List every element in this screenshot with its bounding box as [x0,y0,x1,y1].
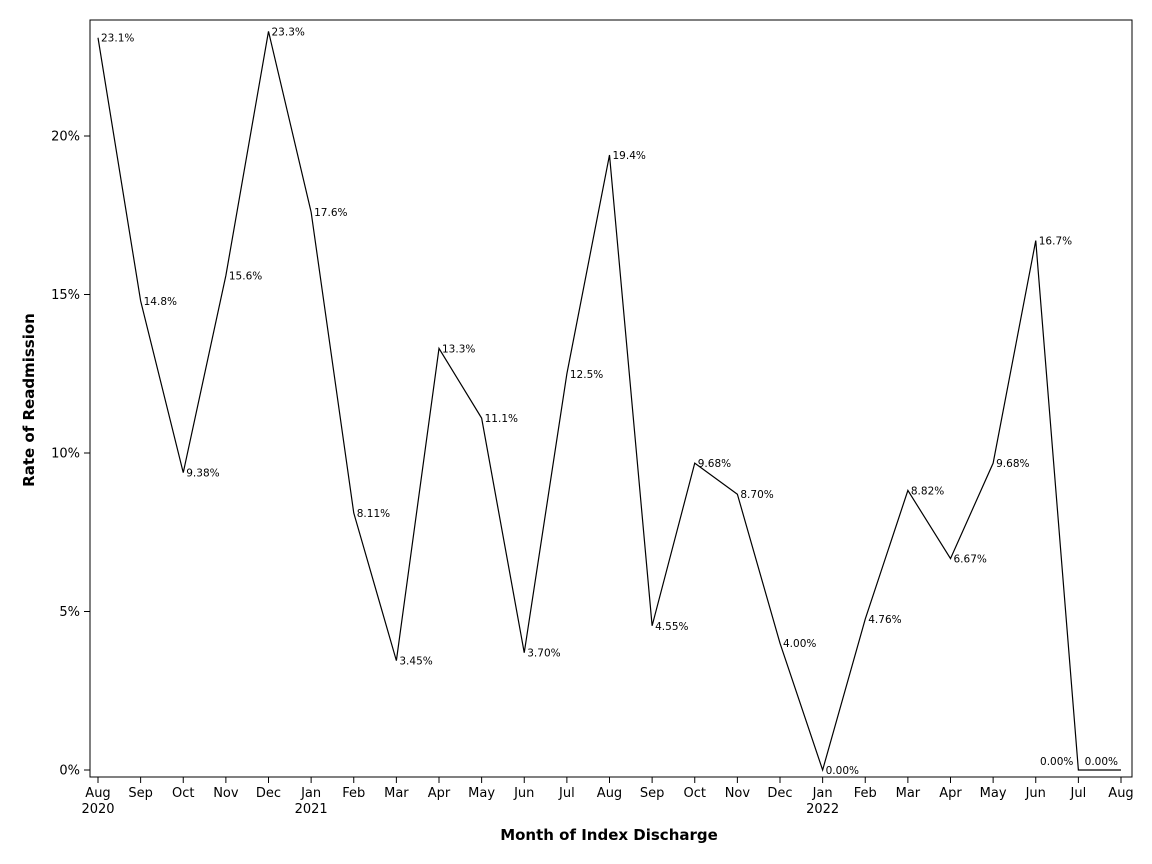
x-axis: Aug Sep Oct Nov Dec Jan Feb Mar Apr May Jun Jul Aug S… [81,777,1134,817]
data-label: 9.68% [996,458,1029,470]
y-axis: 0% 5% 10% 15% 20% [51,130,90,779]
data-label: 14.8% [144,296,177,308]
y-tick-label: 0% [59,764,80,779]
x-tick-label: Nov [725,786,751,801]
x-tick-label: Mar [896,786,921,801]
y-tick-label: 10% [51,447,80,462]
plot-frame [89,19,1133,778]
x-tick-label: Oct [172,786,194,801]
x-tick-label: Jul [558,786,575,801]
x-axis-title: Month of Index Discharge [500,826,718,844]
data-label: 8.11% [357,508,390,520]
data-labels: 23.1% 14.8% 9.38% 15.6% 23.3% 17.6% 8.11% 3.45%… [101,26,1118,777]
data-label: 3.70% [527,648,560,660]
x-tick-label: Aug [597,786,622,801]
x-tick-label: Sep [128,786,153,801]
y-tick-label: 15% [51,288,80,303]
x-tick-label: Dec [256,786,281,801]
data-label: 8.70% [740,489,773,501]
data-label: 0.00% [826,765,859,777]
x-tick-label: May [468,786,495,801]
x-tick-label: Feb [342,786,365,801]
x-tick-label: Oct [684,786,706,801]
data-label: 16.7% [1039,236,1072,248]
data-label: 12.5% [570,369,603,381]
data-label: 17.6% [314,207,347,219]
data-label: 23.3% [272,26,305,38]
y-tick-label: 20% [51,130,80,145]
x-tick-label: May [980,786,1007,801]
x-tick-label: Feb [854,786,877,801]
x-tick-label: Aug [85,786,110,801]
x-tick-label: Dec [767,786,792,801]
x-tick-label: Mar [384,786,409,801]
data-label: 0.00% [1085,756,1118,768]
x-tick-label: Jul [1070,786,1087,801]
x-tick-label: Nov [213,786,239,801]
y-tick-label: 5% [59,605,80,620]
y-axis-title: Rate of Readmission [20,313,38,487]
x-tick-label: Sep [640,786,665,801]
series-line [97,31,1121,773]
data-label: 0.00% [1040,756,1073,768]
data-label: 9.68% [698,458,731,470]
x-tick-label: Aug [1108,786,1133,801]
x-year-label: 2021 [295,802,328,817]
data-label: 6.67% [954,554,987,566]
x-tick-label: Jun [513,786,534,801]
data-label: 15.6% [229,270,262,282]
x-tick-label: Apr [939,786,962,801]
data-label: 4.55% [655,621,688,633]
data-label: 11.1% [485,413,518,425]
x-tick-label: Jan [812,786,833,801]
x-tick-label: Apr [428,786,451,801]
x-tick-label: Jun [1025,786,1046,801]
data-label: 13.3% [442,343,475,355]
data-label: 4.00% [783,638,816,650]
data-label: 4.76% [868,614,901,626]
data-label: 9.38% [186,468,219,480]
x-tick-label: Jan [300,786,321,801]
data-label: 3.45% [399,656,432,668]
data-label: 23.1% [101,33,134,45]
data-label: 19.4% [613,150,646,162]
x-year-label: 2020 [81,802,114,817]
data-label: 8.82% [911,485,944,497]
x-year-label: 2022 [806,802,839,817]
